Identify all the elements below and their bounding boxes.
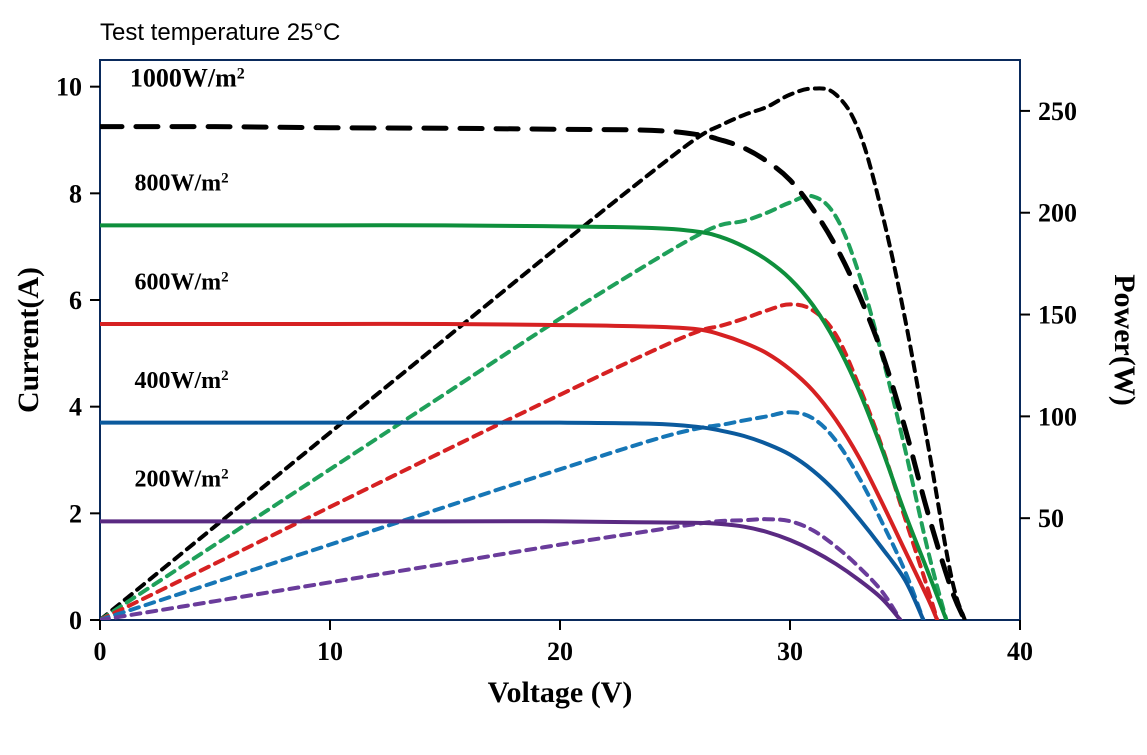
- series-label: 600W/m2: [135, 269, 229, 295]
- x-tick-label: 40: [1007, 637, 1033, 666]
- series-label: 400W/m2: [135, 368, 229, 394]
- y-left-axis-label: Current(A): [12, 267, 45, 413]
- x-axis-label: Voltage (V): [488, 676, 633, 709]
- x-tick-label: 30: [777, 637, 803, 666]
- y-right-tick-label: 250: [1038, 97, 1077, 126]
- x-tick-label: 20: [547, 637, 573, 666]
- y-right-tick-label: 50: [1038, 504, 1064, 533]
- y-right-tick-label: 150: [1038, 301, 1077, 330]
- iv-pv-chart: Test temperature 25°C010203040Voltage (V…: [0, 0, 1147, 755]
- y-right-axis-label: Power(W): [1108, 274, 1141, 406]
- y-left-tick-label: 0: [69, 606, 82, 635]
- y-left-tick-label: 2: [69, 499, 82, 528]
- y-right-tick-label: 100: [1038, 402, 1077, 431]
- chart-title: Test temperature 25°C: [100, 19, 340, 46]
- x-tick-label: 10: [317, 637, 343, 666]
- y-left-tick-label: 10: [56, 73, 82, 102]
- y-right-tick-label: 200: [1038, 199, 1077, 228]
- y-left-tick-label: 4: [69, 393, 82, 422]
- x-tick-label: 0: [94, 637, 107, 666]
- series-label: 1000W/m2: [130, 64, 245, 93]
- y-left-tick-label: 6: [69, 286, 82, 315]
- series-label: 200W/m2: [135, 467, 229, 493]
- plot-area: [100, 60, 1020, 620]
- series-label: 800W/m2: [135, 171, 229, 197]
- y-left-tick-label: 8: [69, 179, 82, 208]
